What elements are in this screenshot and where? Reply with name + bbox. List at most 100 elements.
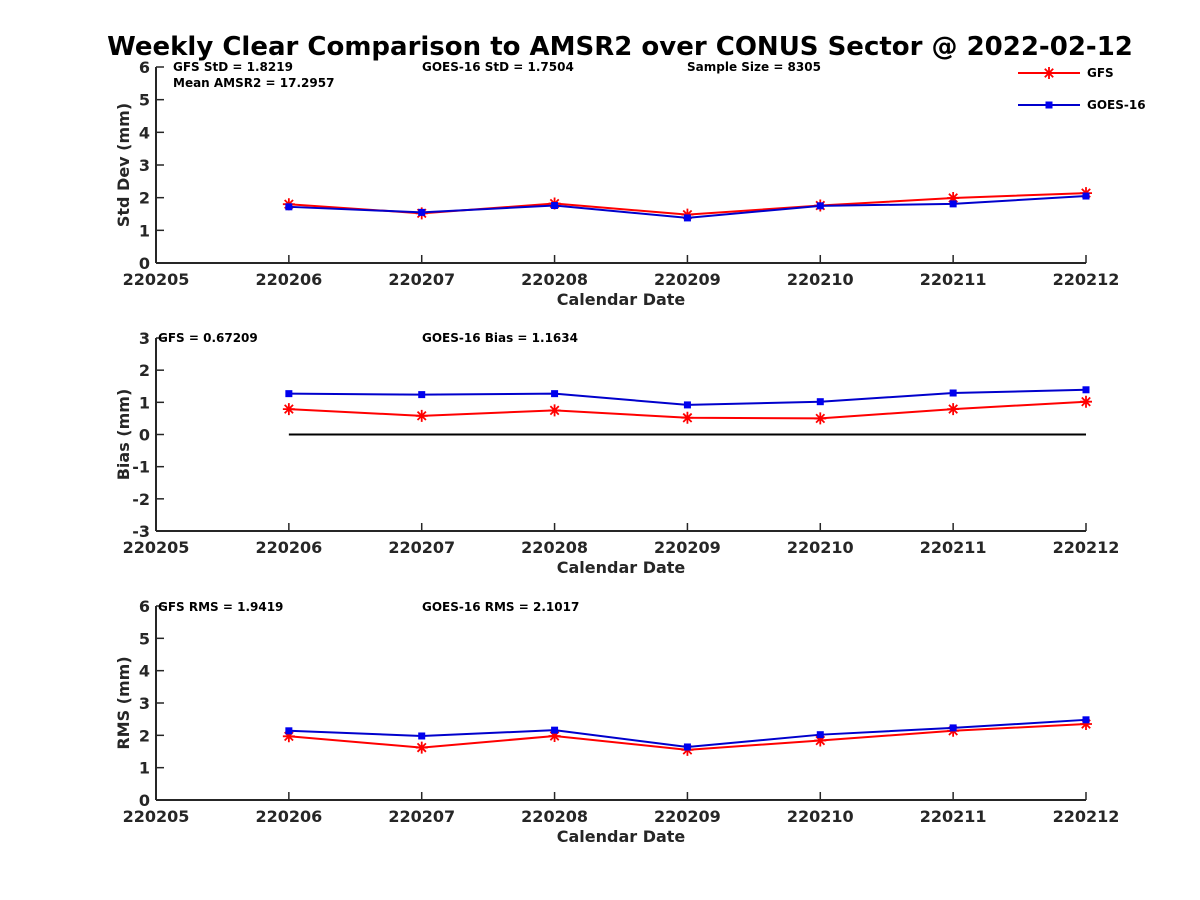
std-dev-x-tick-label: 220205 [123,270,190,289]
rms-y-tick-label: 2 [139,726,150,745]
bias-x-tick-label: 220211 [920,538,987,557]
legend-gfs-marker [1043,67,1055,79]
legend: GFS GOES-16 [1018,66,1146,112]
rms-goes16-series-line [288,718,1087,748]
std-dev-x-tick-label: 220210 [787,270,854,289]
bias-goes16-point [949,389,957,397]
rms-gfs-point [282,730,295,743]
rms-y-axis-label: RMS (mm) [114,656,133,749]
std-dev-goes16-point [418,208,426,216]
rms-x-tick-label: 220208 [521,807,588,826]
bias-y-tick-label: -2 [132,490,150,509]
rms-goes16-point [1082,716,1090,724]
goes16-bias-annotation: GOES-16 Bias = 1.1634 [422,331,578,345]
rms-goes16-point [949,724,957,732]
bias-goes16-point [816,398,824,406]
bias-gfs-point [1080,395,1092,408]
std-dev-goes16-point [1082,192,1090,200]
rms-x-axis-label: Calendar Date [557,827,686,846]
rms-x-tick-label: 220211 [920,807,987,826]
bias-gfs-point [282,403,295,416]
bias-goes16-point [551,390,559,398]
bias-x-tick-label: 220207 [388,538,455,557]
std-dev-y-tick-label: 4 [139,123,150,142]
rms-x-tick-label: 220205 [123,807,190,826]
panel-bias: -3 -2 -1 0 1 2 3 220205 220206 220207 220208 220209… [114,329,1119,577]
bias-goes16-point [683,401,691,409]
bias-x-tick-label: 220208 [521,538,588,557]
rms-goes16-point [418,732,426,740]
bias-y-axis-label: Bias (mm) [114,389,133,481]
goes16-rms-annotation: GOES-16 RMS = 2.1017 [422,600,579,614]
std-dev-goes16-point [683,214,691,222]
bias-x-axis-label: Calendar Date [557,558,686,577]
rms-goes16-point [285,727,293,735]
std-dev-y-tick-label: 0 [139,254,150,273]
rms-y-tick-label: 5 [139,629,150,648]
std-dev-x-tick-label: 220211 [920,270,987,289]
rms-x-tick-label: 220206 [255,807,322,826]
rms-gfs-point [548,729,561,742]
bias-goes16-point [418,391,426,399]
bias-y-tick-label: 1 [139,393,150,412]
rms-y-tick-label: 1 [139,759,150,778]
std-dev-x-tick-label: 220207 [388,270,455,289]
bias-gfs-point [548,404,561,417]
std-dev-x-tick-label: 220206 [255,270,322,289]
bias-x-tick-label: 220205 [123,538,190,557]
std-dev-goes16-point [285,203,293,211]
bias-gfs-point [415,409,428,422]
bias-x-tick-label: 220212 [1053,538,1120,557]
bias-y-tick-label: 3 [139,329,150,348]
bias-y-tick-label: -1 [132,458,150,477]
std-dev-y-tick-label: 1 [139,221,150,240]
mean-amsr2-annotation: Mean AMSR2 = 17.2957 [173,76,334,90]
std-dev-goes16-point [949,200,957,208]
bias-gfs-point [681,411,694,424]
gfs-std-annotation: GFS StD = 1.8219 [173,60,293,74]
std-dev-x-axis-label: Calendar Date [557,290,686,309]
rms-y-tick-label: 4 [139,662,150,681]
rms-goes16-point [551,726,559,734]
rms-goes16-point [816,731,824,739]
bias-x-tick-label: 220206 [255,538,322,557]
legend-goes16-marker [1045,101,1053,109]
rms-gfs-point [1080,718,1092,731]
legend-gfs-label: GFS [1087,66,1114,80]
figure-title: Weekly Clear Comparison to AMSR2 over CO… [107,32,1133,62]
panel-std-dev: 0 1 2 3 4 5 6 220205 220206 220207 220208 220209 220… [114,58,1146,309]
std-dev-x-tick-label: 220212 [1053,270,1120,289]
rms-x-tick-label: 220212 [1053,807,1120,826]
bias-x-tick-label: 220210 [787,538,854,557]
std-dev-y-tick-label: 3 [139,156,150,175]
rms-y-tick-label: 3 [139,694,150,713]
rms-goes16-point [683,743,691,751]
std-dev-x-tick-label: 220209 [654,270,721,289]
gfs-rms-annotation: GFS RMS = 1.9419 [158,600,283,614]
legend-goes16-label: GOES-16 [1087,98,1146,112]
sample-size-annotation: Sample Size = 8305 [687,60,821,74]
std-dev-y-tick-label: 2 [139,189,150,208]
bias-goes16-point [1082,386,1090,394]
bias-goes16-point [285,390,293,398]
rms-x-tick-label: 220207 [388,807,455,826]
std-dev-x-tick-label: 220208 [521,270,588,289]
goes16-std-annotation: GOES-16 StD = 1.7504 [422,60,574,74]
rms-x-tick-label: 220209 [654,807,721,826]
std-dev-y-tick-label: 5 [139,91,150,110]
panel-rms: 0 1 2 3 4 5 6 220205 220206 220207 220208 220209 220… [114,597,1119,846]
std-dev-goes16-point [551,202,559,210]
bias-gfs-point [947,403,960,416]
gfs-bias-annotation: GFS = 0.67209 [158,331,258,345]
bias-y-tick-label: -3 [132,522,150,541]
rms-x-tick-label: 220210 [787,807,854,826]
bias-y-tick-label: 2 [139,361,150,380]
std-dev-y-axis-label: Std Dev (mm) [114,103,133,227]
bias-x-tick-label: 220209 [654,538,721,557]
bias-y-tick-label: 0 [139,426,150,445]
bias-gfs-point [814,412,827,425]
rms-gfs-point [814,734,827,747]
rms-y-tick-label: 6 [139,597,150,616]
rms-gfs-point [415,741,428,754]
